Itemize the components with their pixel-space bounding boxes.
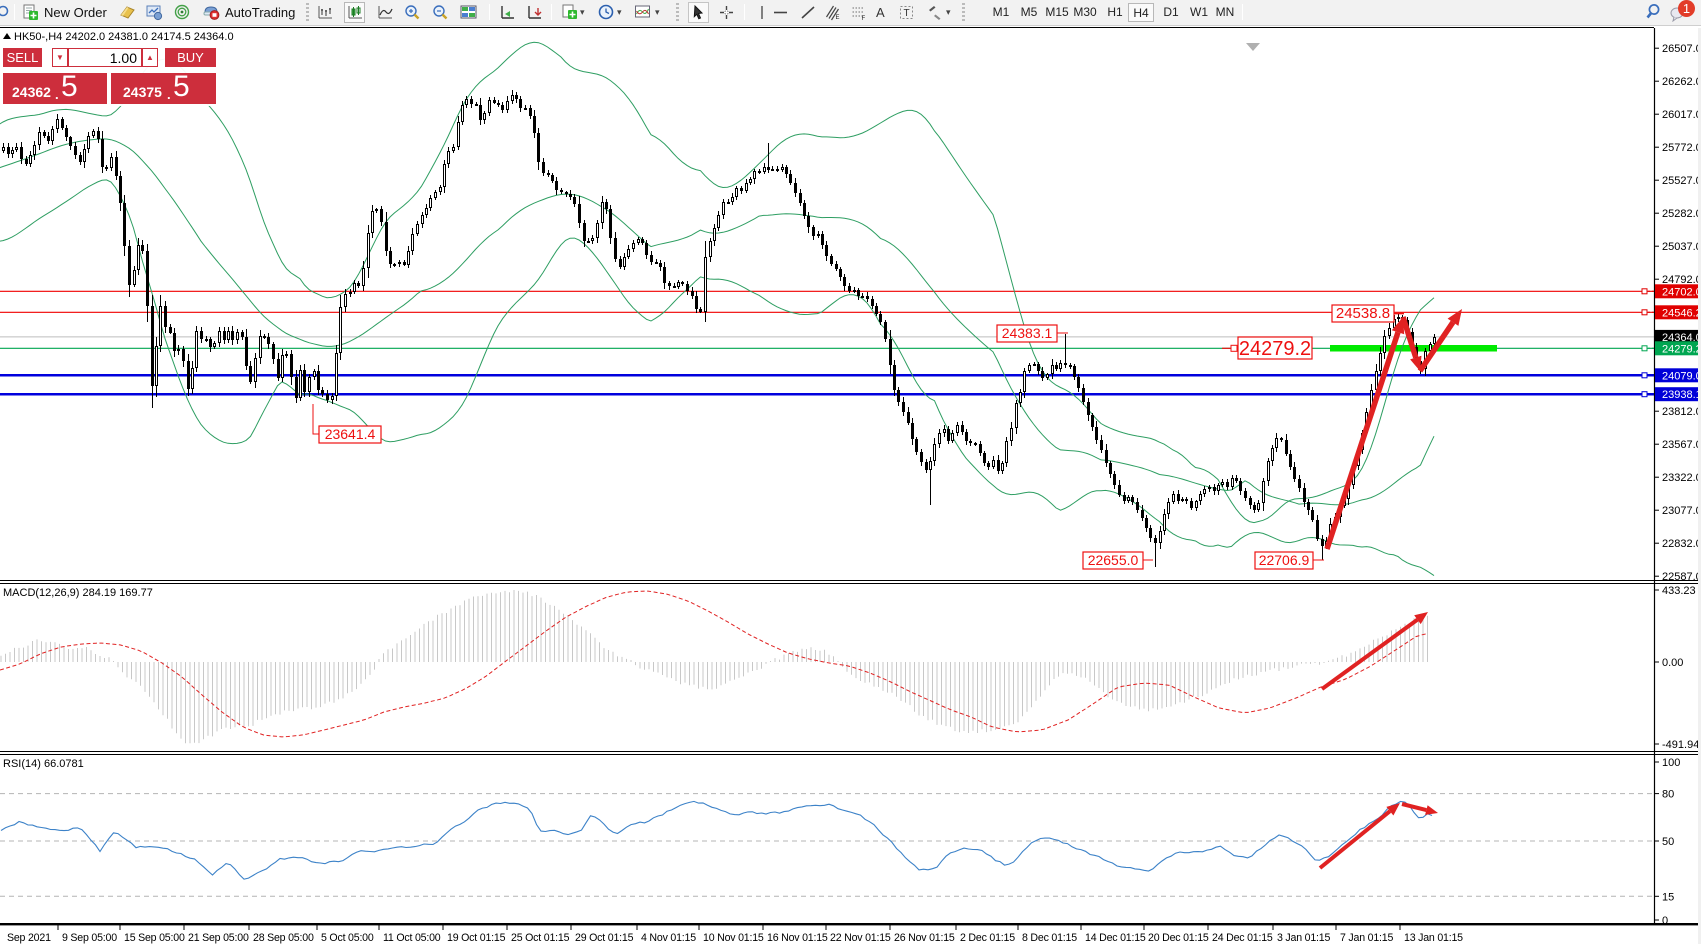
svg-text:24792.0: 24792.0	[1662, 274, 1701, 286]
svg-text:19 Oct 01:15: 19 Oct 01:15	[447, 932, 506, 944]
svg-text:14 Dec 01:15: 14 Dec 01:15	[1085, 932, 1146, 944]
svg-text:25 Oct 01:15: 25 Oct 01:15	[511, 932, 570, 944]
svg-text:-491.94: -491.94	[1662, 739, 1699, 751]
svg-text:4 Nov 01:15: 4 Nov 01:15	[641, 932, 696, 944]
svg-text:F: F	[862, 16, 866, 21]
svg-text:22706.9: 22706.9	[1259, 552, 1310, 568]
svg-text:10 Nov 01:15: 10 Nov 01:15	[703, 932, 764, 944]
svg-text:433.23: 433.23	[1662, 585, 1696, 597]
svg-text:MACD(12,26,9) 284.19 169.77: MACD(12,26,9) 284.19 169.77	[3, 587, 153, 599]
svg-text:21 Sep 05:00: 21 Sep 05:00	[188, 932, 249, 944]
svg-text:15 Sep 05:00: 15 Sep 05:00	[124, 932, 185, 944]
svg-text:15: 15	[1662, 891, 1674, 903]
svg-text:T: T	[904, 8, 910, 19]
svg-text:9 Sep 05:00: 9 Sep 05:00	[62, 932, 117, 944]
svg-text:16 Nov 01:15: 16 Nov 01:15	[767, 932, 828, 944]
svg-text:26507.0: 26507.0	[1662, 43, 1701, 55]
svg-text:23641.4: 23641.4	[325, 426, 376, 442]
svg-text:24364.0: 24364.0	[1662, 332, 1701, 344]
svg-text:8 Dec 01:15: 8 Dec 01:15	[1022, 932, 1077, 944]
svg-text:20 Dec 01:15: 20 Dec 01:15	[1148, 932, 1209, 944]
svg-text:25772.0: 25772.0	[1662, 142, 1701, 154]
svg-text:23812.0: 23812.0	[1662, 406, 1701, 418]
svg-text:24279.2: 24279.2	[1239, 338, 1311, 360]
svg-text:E: E	[836, 15, 840, 21]
svg-text:23322.0: 23322.0	[1662, 472, 1701, 484]
svg-text:100: 100	[1662, 757, 1680, 769]
svg-text:22 Nov 01:15: 22 Nov 01:15	[830, 932, 891, 944]
svg-text:13 Jan 01:15: 13 Jan 01:15	[1404, 932, 1463, 944]
svg-text:22587.0: 22587.0	[1662, 571, 1701, 583]
svg-text:7 Jan 01:15: 7 Jan 01:15	[1340, 932, 1393, 944]
svg-text:3 Jan 01:15: 3 Jan 01:15	[1277, 932, 1330, 944]
svg-text:0.00: 0.00	[1662, 657, 1683, 669]
svg-text:50: 50	[1662, 836, 1674, 848]
svg-text:26 Nov 01:15: 26 Nov 01:15	[894, 932, 955, 944]
svg-text:5 Oct 05:00: 5 Oct 05:00	[321, 932, 374, 944]
svg-text:25527.0: 25527.0	[1662, 175, 1701, 187]
svg-text:RSI(14) 66.0781: RSI(14) 66.0781	[3, 758, 84, 770]
svg-text:25037.0: 25037.0	[1662, 241, 1701, 253]
svg-text:24383.1: 24383.1	[1002, 325, 1053, 341]
svg-text:24702.0: 24702.0	[1662, 286, 1701, 298]
svg-text:HK50-,H4 24202.0 24381.0 2417: HK50-,H4 24202.0 24381.0 24174.5 24364.0	[14, 31, 234, 43]
svg-text:23938.1: 23938.1	[1662, 389, 1701, 401]
svg-text:26017.0: 26017.0	[1662, 109, 1701, 121]
svg-text:80: 80	[1662, 789, 1674, 801]
svg-text:2 Dec 01:15: 2 Dec 01:15	[960, 932, 1015, 944]
svg-text:23567.0: 23567.0	[1662, 439, 1701, 451]
svg-text:22655.0: 22655.0	[1088, 552, 1139, 568]
svg-text:22832.0: 22832.0	[1662, 538, 1701, 550]
svg-text:24079.0: 24079.0	[1662, 370, 1701, 382]
svg-text:24279.2: 24279.2	[1662, 343, 1701, 355]
svg-text:24 Dec 01:15: 24 Dec 01:15	[1212, 932, 1273, 944]
svg-text:24546.2: 24546.2	[1662, 307, 1701, 319]
svg-text:29 Oct 01:15: 29 Oct 01:15	[575, 932, 634, 944]
svg-text:25282.0: 25282.0	[1662, 208, 1701, 220]
svg-text:Sep 2021: Sep 2021	[7, 932, 51, 944]
svg-text:11 Oct 05:00: 11 Oct 05:00	[383, 932, 441, 944]
svg-text:0: 0	[1662, 915, 1668, 927]
svg-text:23077.0: 23077.0	[1662, 505, 1701, 517]
svg-text:26262.0: 26262.0	[1662, 76, 1701, 88]
svg-text:28 Sep 05:00: 28 Sep 05:00	[253, 932, 314, 944]
svg-text:24538.8: 24538.8	[1336, 305, 1390, 322]
